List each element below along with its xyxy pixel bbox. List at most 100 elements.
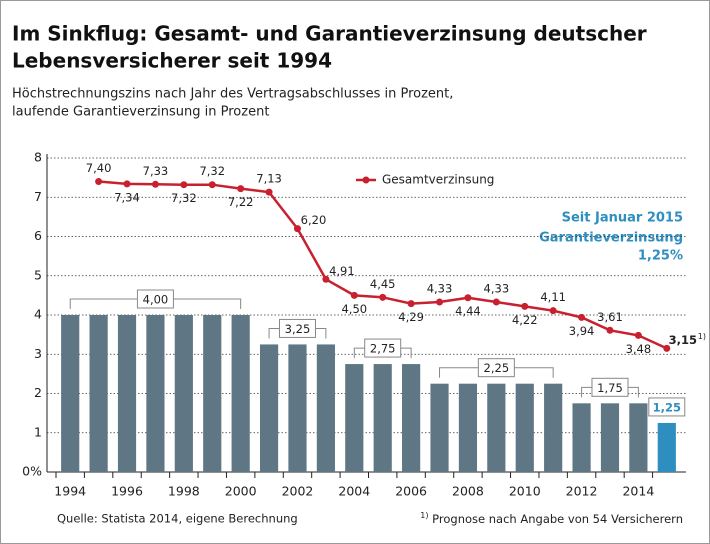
bar	[600, 403, 620, 472]
line-point	[180, 181, 188, 189]
line-value-label: 4,29	[398, 310, 424, 324]
y-tick-label: 4	[34, 307, 42, 322]
line-value-label: 3,61	[597, 310, 623, 324]
x-tick-label: 2000	[225, 484, 257, 499]
bar	[259, 344, 279, 472]
y-tick-label: 2	[34, 385, 42, 400]
line-value-label: 7,34	[114, 190, 140, 204]
bar-value-label: 1,75	[597, 381, 623, 395]
line-point	[350, 291, 358, 299]
x-tick-label: 2012	[566, 484, 598, 499]
line-point	[464, 294, 472, 302]
bar	[657, 422, 676, 472]
line-value-label: 7,22	[228, 195, 254, 209]
line-value-label: 3,15	[669, 333, 697, 347]
footnote: 1) Prognose nach Angabe von 54 Versicher…	[420, 511, 683, 526]
line-point	[95, 178, 103, 186]
bar	[231, 315, 250, 472]
bar-value-label: 4,00	[143, 293, 169, 307]
legend-label: Gesamtverzinsung	[382, 173, 494, 187]
line-value-label: 4,91	[329, 264, 355, 278]
line-value-label: 7,33	[143, 164, 169, 178]
line-value-label: 4,22	[512, 313, 538, 327]
y-tick-label: 7	[34, 189, 42, 204]
line-point	[436, 298, 444, 306]
label-box	[477, 358, 515, 378]
x-tick-label: 2014	[622, 484, 654, 499]
x-tick-label: 2004	[338, 484, 370, 499]
line-point	[237, 185, 245, 193]
bar	[515, 383, 534, 472]
bar	[629, 403, 648, 472]
line-value-label: 7,32	[199, 164, 225, 178]
line-point	[322, 275, 330, 283]
line-value-label: 7,32	[171, 191, 197, 205]
bar	[203, 315, 222, 472]
subtitle: laufende Garantieverzinsung in Prozent	[12, 105, 269, 120]
x-tick-label: 1994	[54, 484, 86, 499]
bar-value-label: 3,25	[285, 322, 311, 336]
line-point	[578, 313, 586, 321]
subtitle: Höchstrechnungszins nach Jahr des Vertra…	[12, 87, 453, 102]
line-value-label: 6,20	[301, 213, 327, 227]
label-box	[648, 397, 686, 417]
line-value-label: 3,48	[626, 342, 652, 356]
line-point	[663, 344, 671, 352]
bar	[89, 315, 108, 472]
line-value-label: 4,44	[455, 304, 481, 318]
footnote-marker: 1)	[420, 511, 428, 520]
footnote-text: Prognose nach Angabe von 54 Versicherern	[432, 512, 683, 526]
chart-title: Im Sinkflug: Gesamt- und Garantieverzins…	[12, 22, 647, 46]
label-box	[278, 318, 316, 338]
bar	[487, 383, 506, 472]
line-point	[151, 180, 159, 188]
bar	[288, 344, 307, 472]
chart-title: Lebensversicherer seit 1994	[12, 49, 332, 73]
line-value-label: 4,33	[427, 282, 453, 296]
bar	[345, 364, 364, 472]
label-box	[364, 338, 402, 358]
line-value-label: 3,94	[569, 324, 595, 338]
annotation: 1,25%	[638, 249, 683, 264]
bar	[572, 403, 591, 472]
line-point	[265, 188, 273, 196]
bar-value-label: 2,75	[370, 342, 396, 356]
label-box	[136, 289, 174, 309]
source: Quelle: Statista 2014, eigene Berechnung	[57, 512, 298, 526]
line-value-label: 7,13	[256, 172, 282, 186]
line-value-label: 4,50	[341, 302, 367, 316]
y-tick-label: 3	[34, 346, 42, 361]
line-point	[379, 293, 387, 301]
y-tick-label: 0%	[22, 464, 42, 479]
footnote-marker: 1)	[698, 332, 706, 341]
bar	[174, 315, 193, 472]
line-point	[492, 298, 500, 306]
line-point	[521, 302, 529, 310]
bar	[117, 315, 137, 472]
bar-value-label: 1,25	[653, 400, 681, 414]
bar	[544, 383, 563, 472]
x-tick-label: 1996	[111, 484, 143, 499]
bar-value-label: 2,25	[484, 361, 510, 375]
bar	[146, 315, 165, 472]
y-tick-label: 8	[34, 150, 42, 165]
bar	[458, 383, 478, 472]
annotation: Seit Januar 2015	[562, 211, 683, 226]
x-tick-label: 2006	[395, 484, 427, 499]
legend-marker	[362, 176, 370, 184]
annotation: Garantieverzinsung	[539, 231, 683, 246]
bar	[316, 344, 335, 472]
line-point	[293, 225, 301, 233]
bar	[373, 364, 392, 472]
y-tick-label: 1	[34, 424, 42, 439]
bar	[402, 364, 421, 472]
line-point	[123, 180, 131, 188]
x-tick-label: 2008	[452, 484, 484, 499]
line-point	[549, 307, 557, 315]
line-point	[606, 326, 614, 334]
line-value-label: 4,45	[370, 277, 396, 291]
y-tick-label: 6	[34, 228, 42, 243]
line-value-label: 4,33	[484, 282, 510, 296]
line-value-label: 7,40	[86, 161, 112, 175]
